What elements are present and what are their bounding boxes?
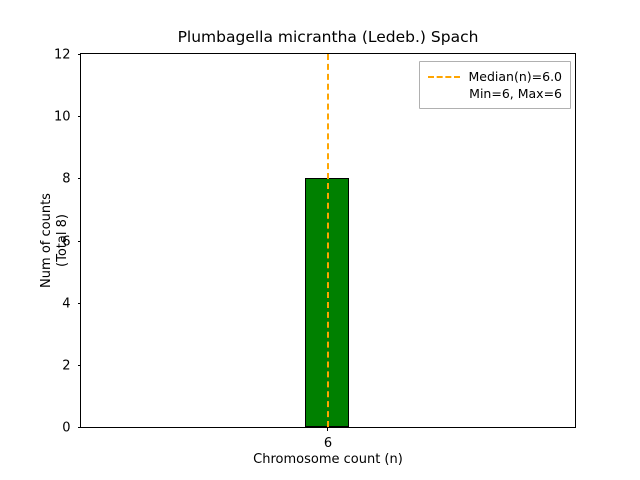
ytick-mark-0: 0 xyxy=(62,422,81,435)
legend-item-minmax: Min=6, Max=6 xyxy=(428,85,562,102)
ytick-label-8: 8 xyxy=(62,171,71,187)
ytick-label-12: 12 xyxy=(53,47,71,63)
plot-area: 0 2 4 6 8 10 12 6 xyxy=(54,49,576,450)
ytick-label-0: 0 xyxy=(62,420,71,436)
page-title: Plumbagella micrantha (Ledeb.) Spach xyxy=(177,28,479,46)
xtick-label-6: 6 xyxy=(323,435,333,451)
ytick-mark-2: 2 xyxy=(62,359,81,372)
ytick-label-10: 10 xyxy=(53,109,71,125)
xtick-mark-6: 6 xyxy=(324,427,332,450)
ytick-mark-10: 10 xyxy=(54,111,81,124)
ytick-mark-12: 12 xyxy=(54,49,81,62)
plot-inner: 0 2 4 6 8 10 12 6 xyxy=(54,49,575,450)
legend: Median(n)=6.0 Min=6, Max=6 xyxy=(418,61,571,109)
y-axis-label-line-1: Num of counts xyxy=(39,193,54,288)
ytick-mark-6: 6 xyxy=(62,235,81,248)
ytick-label-6: 6 xyxy=(62,234,71,249)
legend-item-median: Median(n)=6.0 xyxy=(427,68,563,85)
ytick-label-2: 2 xyxy=(62,358,71,374)
dashed-line-icon xyxy=(427,70,460,83)
legend-label-minmax: Min=6, Max=6 xyxy=(469,86,562,101)
y-axis-label: Num of counts (Total 8) xyxy=(39,53,79,428)
x-axis-label: Chromosome count (n) xyxy=(253,452,403,467)
median-line xyxy=(327,54,329,427)
ytick-mark-8: 8 xyxy=(62,173,81,186)
ytick-mark-4: 4 xyxy=(62,297,81,310)
ytick-label-4: 4 xyxy=(62,296,71,312)
legend-label-median: Median(n)=6.0 xyxy=(468,69,563,84)
y-axis-label-line-2: (Total 8) xyxy=(55,214,70,267)
